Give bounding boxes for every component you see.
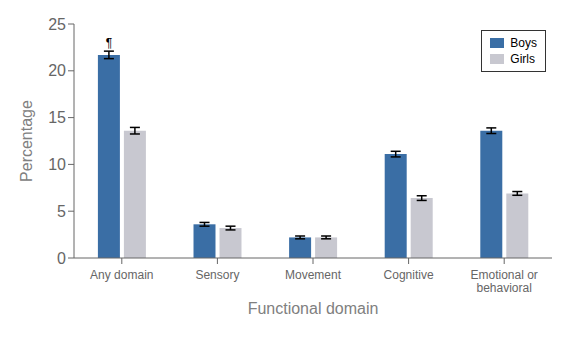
svg-text:15: 15 [48, 109, 66, 126]
svg-text:5: 5 [57, 203, 66, 220]
svg-text:10: 10 [48, 156, 66, 173]
svg-text:¶: ¶ [106, 36, 112, 50]
svg-text:25: 25 [48, 16, 66, 33]
svg-text:Percentage: Percentage [18, 100, 35, 182]
svg-text:Any domain: Any domain [90, 268, 153, 282]
svg-text:20: 20 [48, 62, 66, 79]
svg-text:Cognitive: Cognitive [384, 268, 434, 282]
html-text:Girls: Girls [510, 52, 535, 66]
html-text:Boys: Boys [510, 36, 537, 50]
svg-text:Movement: Movement [285, 268, 342, 282]
svg-text:Emotional orbehavioral: Emotional orbehavioral [471, 268, 538, 296]
svg-text:Sensory: Sensory [195, 268, 239, 282]
svg-text:Functional domain: Functional domain [248, 300, 379, 317]
svg-text:0: 0 [57, 250, 66, 267]
